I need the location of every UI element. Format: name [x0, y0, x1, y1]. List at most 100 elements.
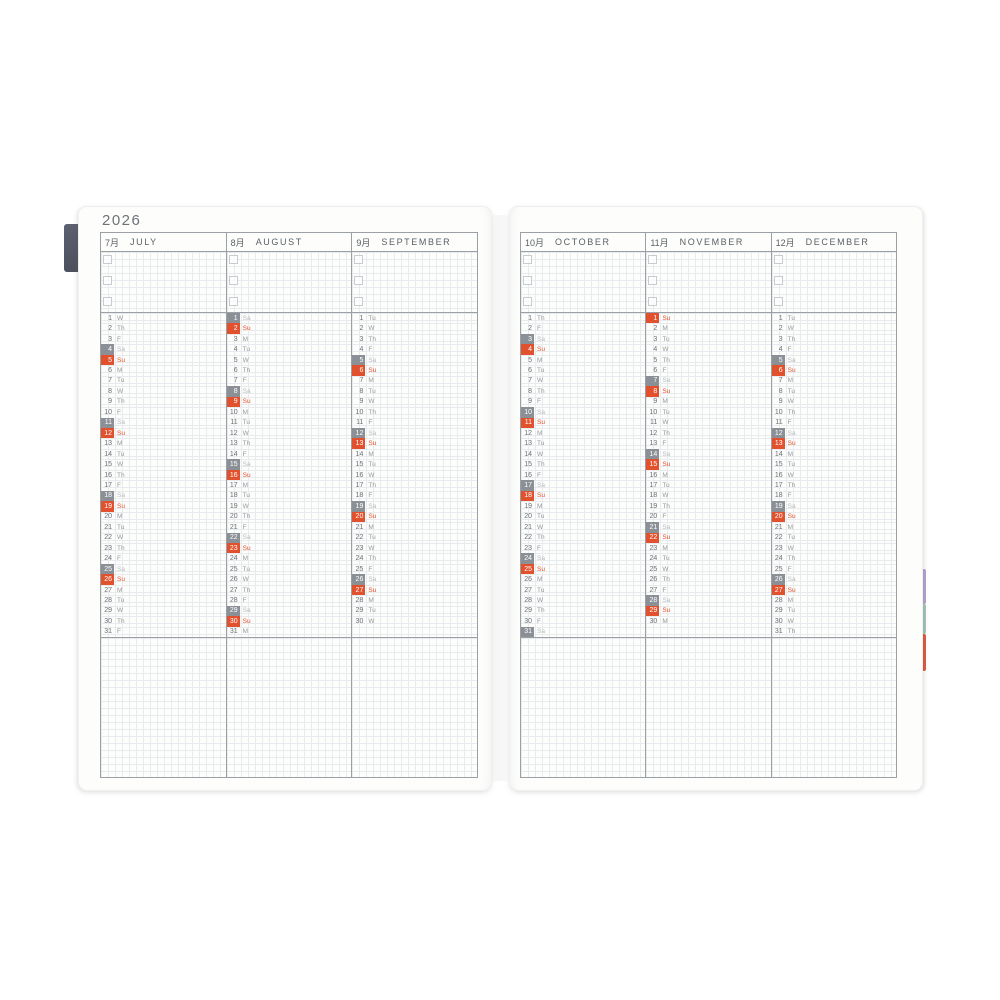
- day-row: 16 Th: [101, 469, 226, 481]
- day-number: 14: [646, 448, 660, 460]
- day-number: 8: [108, 387, 112, 395]
- day-row: 25 Su: [521, 563, 646, 575]
- day-row: 23 W: [352, 542, 478, 554]
- checkbox-section-december: [771, 252, 896, 313]
- day-row: 28 F: [226, 595, 352, 606]
- day-of-week-label: Th: [787, 628, 796, 636]
- day-of-week-label: Su: [537, 565, 545, 573]
- notes-area-december: [771, 638, 896, 777]
- day-of-week-label: F: [242, 523, 247, 531]
- day-number: 14: [229, 450, 238, 458]
- day-row: 20 Tu: [521, 511, 646, 523]
- month-label-jp: 9月: [356, 237, 371, 248]
- checkbox: [228, 255, 238, 264]
- day-of-week-label: Su: [242, 544, 251, 552]
- day-of-week-label: M: [787, 596, 794, 604]
- day-row: 14 M: [352, 448, 478, 460]
- day-number: 19: [771, 501, 785, 512]
- day-of-week-label: Su: [662, 387, 671, 395]
- day-number: 30: [226, 616, 240, 627]
- day-number: 3: [108, 335, 112, 343]
- month-column-december: 12月 DECEMBER 1 Tu 2 W 3 Th 4 F 5 Sa 6 Su 7 M 8 Tu 9 W 10 Th 11…: [770, 233, 896, 777]
- day-of-week-label: Su: [117, 356, 125, 364]
- day-row: 1 Sa: [226, 313, 352, 324]
- day-number: 12: [229, 429, 238, 437]
- day-number: 24: [229, 555, 238, 563]
- day-of-week-label: W: [117, 387, 124, 395]
- day-of-week-label: M: [787, 450, 794, 458]
- day-of-week-label: M: [662, 471, 668, 479]
- day-row: 17 Tu: [646, 480, 771, 491]
- day-of-week-label: Sa: [368, 502, 377, 510]
- day-of-week-label: Th: [787, 481, 796, 489]
- day-row: 9 Th: [101, 396, 226, 408]
- day-number: 4: [653, 346, 658, 354]
- day-number: 11: [521, 417, 534, 428]
- day-number: 11: [775, 419, 783, 427]
- month-label-en: SEPTEMBER: [381, 237, 452, 247]
- day-of-week-label: Sa: [662, 377, 671, 385]
- day-row: 13 Th: [226, 438, 352, 449]
- day-of-week-label: W: [117, 314, 124, 322]
- day-of-week-label: M: [537, 356, 543, 364]
- day-number: 26: [352, 574, 366, 585]
- day-of-week-label: Sa: [242, 387, 251, 395]
- day-number: 27: [229, 586, 238, 594]
- day-number: 17: [355, 481, 364, 489]
- day-of-week-label: Th: [242, 586, 251, 594]
- day-row: 24 Tu: [646, 553, 771, 564]
- checkbox: [103, 255, 112, 264]
- day-of-week-label: Tu: [662, 335, 670, 343]
- day-row: 17 Th: [771, 480, 896, 491]
- day-of-week-label: W: [368, 544, 375, 552]
- day-number: 16: [774, 471, 783, 479]
- day-row: 21 M: [771, 522, 896, 533]
- day-row: 4 Su: [521, 344, 646, 355]
- day-of-week-label: Tu: [117, 523, 125, 531]
- month-column-october: 10月 OCTOBER 1 Th 2 F 3 Sa 4 Su 5 M 6 Tu 7 W 8 Th 9 F 10 Sa 11 S…: [521, 233, 646, 777]
- day-of-week-label: F: [117, 555, 121, 563]
- checkbox: [228, 297, 238, 306]
- day-number: 3: [778, 335, 783, 343]
- day-of-week-label: Su: [787, 586, 796, 594]
- day-number: 25: [355, 565, 364, 573]
- day-number: 21: [104, 523, 112, 531]
- day-row: 28 M: [771, 595, 896, 606]
- day-list-august: 1 Sa 2 Su 3 M 4 Tu 5 W 6 Th 7 F 8 Sa 9 Su 10 M 11 Tu 12 W 13 Th 14…: [226, 313, 352, 638]
- day-row: 8 Th: [521, 386, 646, 397]
- checkbox: [523, 276, 532, 285]
- day-of-week-label: Sa: [368, 356, 377, 364]
- day-list-september: 1 Tu 2 W 3 Th 4 F 5 Sa 6 Su 7 M 8 Tu 9 W 10 Th 11 F 12 Sa 13 Su 14…: [352, 313, 478, 638]
- day-number: 10: [521, 407, 534, 418]
- day-of-week-label: F: [662, 513, 667, 521]
- day-of-week-label: Th: [242, 513, 251, 521]
- day-list-december: 1 Tu 2 W 3 Th 4 F 5 Sa 6 Su 7 M 8 Tu 9 W 10 Th 11 F 12 Sa 13 Su 14…: [771, 313, 896, 638]
- day-of-week-label: Tu: [537, 366, 545, 374]
- day-number: 7: [528, 377, 532, 385]
- day-of-week-label: Tu: [368, 387, 376, 395]
- day-row: 11 W: [646, 417, 771, 428]
- day-row: 10 Th: [771, 407, 896, 418]
- day-of-week-label: Tu: [537, 586, 545, 594]
- day-of-week-label: Su: [787, 366, 796, 374]
- day-row: 24 Th: [352, 553, 478, 564]
- day-number: 13: [771, 438, 785, 449]
- day-of-week-label: Th: [662, 429, 670, 437]
- day-number: 31: [104, 628, 112, 636]
- day-of-week-label: M: [242, 628, 249, 636]
- day-number: 28: [774, 596, 783, 604]
- day-row: 29 Tu: [771, 605, 896, 617]
- day-of-week-label: Su: [117, 429, 125, 437]
- day-of-week-label: F: [242, 377, 247, 385]
- day-of-week-label: Su: [662, 461, 671, 469]
- checkbox: [354, 276, 364, 285]
- day-of-week-label: Sa: [662, 596, 671, 604]
- day-number: 16: [104, 471, 112, 479]
- day-of-week-label: Sa: [787, 429, 796, 437]
- day-row: 1 Tu: [352, 313, 478, 324]
- day-row: 25 F: [771, 563, 896, 575]
- month-header-september: 9月 SEPTEMBER: [352, 233, 478, 252]
- day-number: 12: [771, 427, 785, 439]
